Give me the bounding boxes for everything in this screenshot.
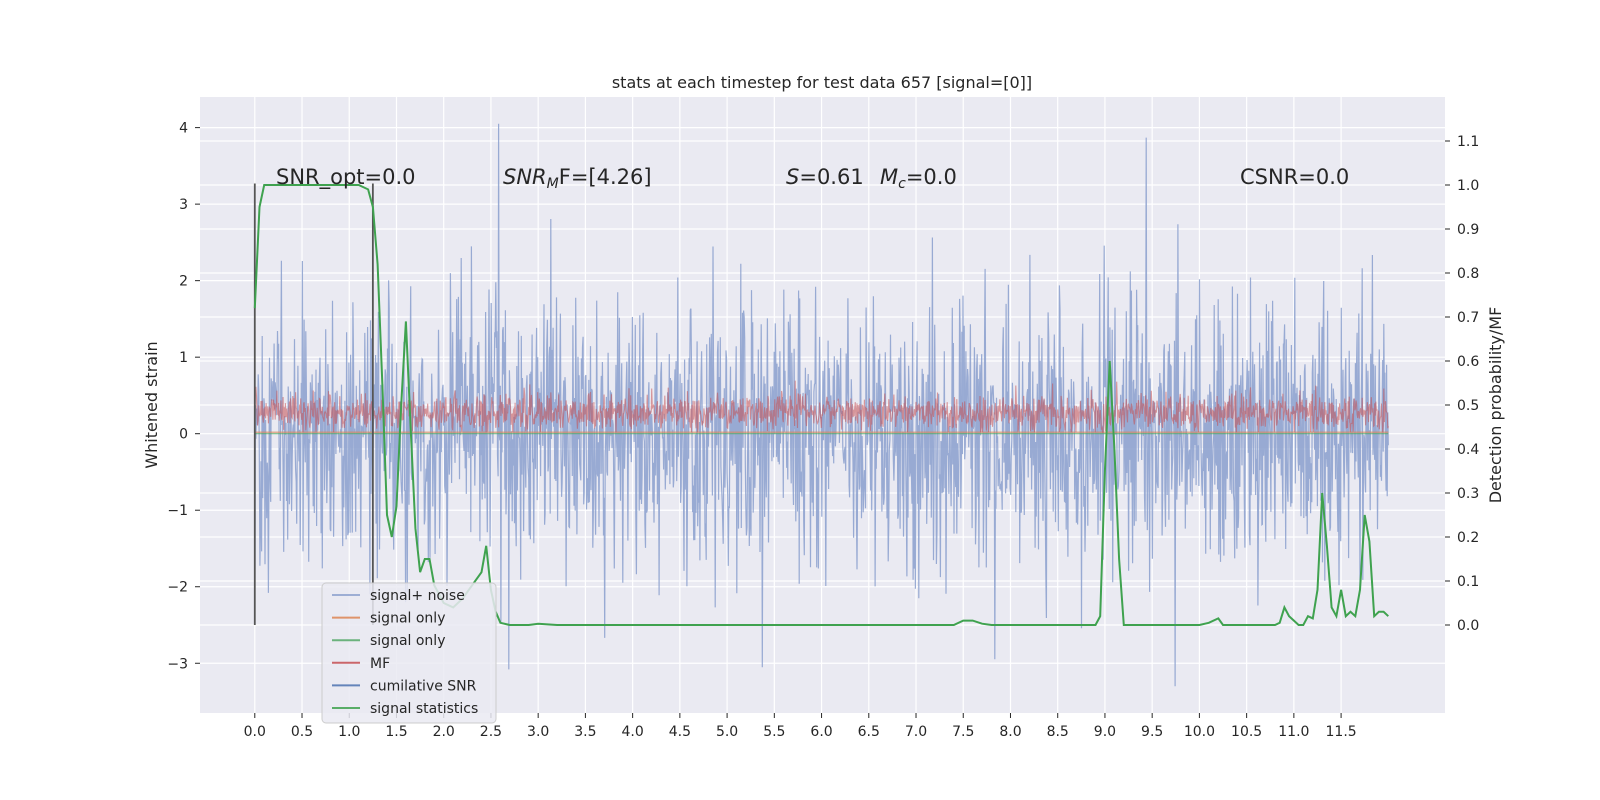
legend-label: signal only [370,633,445,649]
x-tick-label: 6.5 [858,724,880,740]
x-tick-label: 11.0 [1278,724,1309,740]
mf-series [254,380,1389,435]
x-tick-label: 8.0 [999,724,1021,740]
x-tick-label: 0.5 [291,724,313,740]
x-tick-label: 4.0 [621,724,643,740]
x-tick-label: 5.5 [763,724,785,740]
annotation-csnr: CSNR=0.0 [1240,165,1349,189]
signal-noise-line [254,123,1389,687]
y-axis-ticks: −3 −2 −1 0 1 2 3 4 [167,121,200,672]
y-tick-label: −1 [167,503,188,519]
x-tick-label: 3.0 [527,724,549,740]
y-tick-label: −2 [167,580,188,596]
x-tick-label: 6.0 [810,724,832,740]
y-tick-label: 2 [179,274,188,290]
x-tick-label: 10.5 [1231,724,1262,740]
legend: signal+ noise signal only signal only MF cum… [321,582,497,724]
x-axis-ticks: 0.0 0.5 1.0 1.5 2.0 2.5 3.0 3.5 4.0 4.5 5.0 5.5 6.0 6… [244,713,1357,740]
mf-line [254,380,1389,433]
x-tick-label: 7.5 [952,724,974,740]
x-tick-label: 2.5 [480,724,502,740]
y-tick-label: 1 [179,350,188,366]
vertical-markers [253,183,374,625]
y-axis-label: Whitened strain [142,341,161,468]
x-tick-label: 2.0 [433,724,455,740]
y-right-tick-label: 0.3 [1457,486,1479,502]
x-tick-label: 8.5 [1047,724,1069,740]
y-right-tick-label: 1.0 [1457,178,1479,194]
y-right-tick-label: 0.7 [1457,310,1479,326]
x-tick-label: 9.0 [1094,724,1116,740]
x-tick-label: 5.0 [716,724,738,740]
legend-label: cumilative SNR [370,678,477,694]
signal-statistics-series [253,184,1389,626]
annotation-s: S=0.61 [786,165,864,189]
x-tick-label: 9.5 [1141,724,1163,740]
x-tick-label: 7.0 [905,724,927,740]
y-tick-label: −3 [167,656,188,672]
legend-label: signal only [370,611,445,627]
y-right-tick-label: 0.1 [1457,574,1479,590]
signal-statistics-line [253,184,1389,626]
legend-label: MF [370,656,390,672]
x-tick-label: 10.0 [1184,724,1215,740]
y-right-tick-label: 1.1 [1457,134,1479,150]
x-tick-label: 1.5 [385,724,407,740]
x-tick-label: 11.5 [1326,724,1357,740]
x-tick-label: 0.0 [244,724,266,740]
y-tick-label: 4 [179,121,188,137]
chart-title: stats at each timestep for test data 657… [612,73,1032,92]
y-right-tick-label: 0.8 [1457,266,1479,282]
y-right-tick-label: 0.9 [1457,222,1479,238]
y-right-tick-label: 0.4 [1457,442,1479,458]
y-right-tick-label: 0.5 [1457,398,1479,414]
y-tick-label: 0 [179,427,188,443]
annotation-snr-mf: SNRMF=[4.26] [503,165,652,192]
annotation-snr-opt: SNR_opt=0.0 [276,165,416,190]
legend-label: signal+ noise [370,588,465,604]
x-tick-label: 1.0 [338,724,360,740]
y-right-tick-label: 0.6 [1457,354,1479,370]
annotations: SNR_opt=0.0 SNRMF=[4.26] S=0.61 Mc=0.0 C… [276,165,1349,192]
x-tick-label: 4.5 [669,724,691,740]
y-right-tick-label: 0.0 [1457,618,1479,634]
legend-box [321,582,497,724]
y-right-axis-label: Detection probability/MF [1486,307,1505,504]
x-tick-label: 3.5 [574,724,596,740]
y-tick-label: 3 [179,197,188,213]
legend-label: signal statistics [370,701,478,717]
signal-noise-series [254,123,1389,687]
y-right-tick-label: 0.2 [1457,530,1479,546]
annotation-mc: Mc=0.0 [880,165,957,192]
y-right-axis-ticks: 0.0 0.1 0.2 0.3 0.4 0.5 0.6 0.7 0.8 0.9 1.0 1.1 [1445,134,1479,634]
